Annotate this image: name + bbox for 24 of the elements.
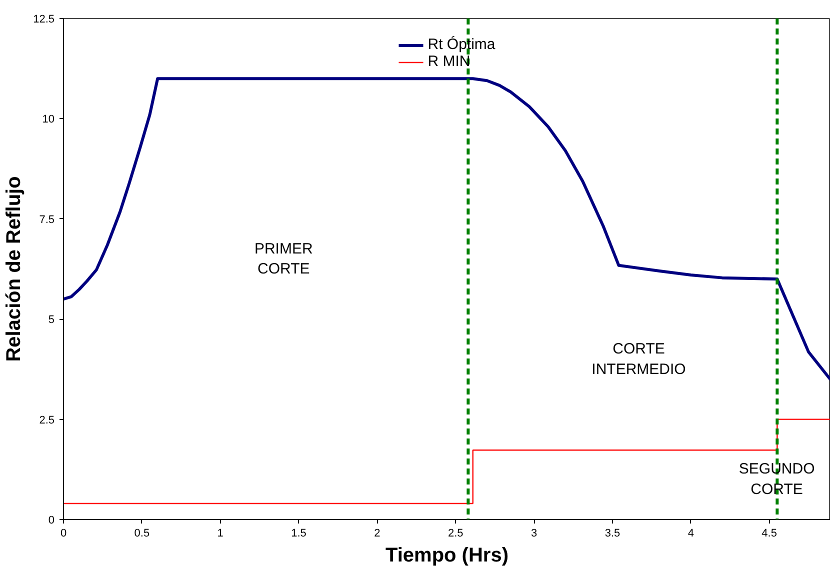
- annotation: PRIMER CORTE: [254, 240, 313, 278]
- line-series: [64, 77, 830, 382]
- x-tick-label: 2.5: [448, 528, 464, 540]
- x-tick-label: 4.5: [762, 528, 777, 540]
- y-axis-title: Relación de Reflujo: [3, 176, 26, 362]
- legend-label: R MIN: [428, 53, 470, 70]
- x-tick-label: 1: [217, 528, 224, 540]
- x-tick-label: 1.5: [291, 528, 306, 540]
- x-tick-label: 3: [530, 528, 538, 540]
- x-axis-title: Tiempo (Hrs): [386, 544, 508, 566]
- y-tick-label: 0: [48, 514, 55, 526]
- legend-label: Rt Óptima: [428, 36, 496, 53]
- y-tick-label: 7.5: [39, 214, 55, 226]
- y-tick-label: 12.5: [33, 14, 55, 26]
- x-tick-label: 2: [374, 528, 380, 540]
- y-tick-label: 10: [42, 114, 55, 126]
- y-tick-label: 5: [48, 314, 55, 326]
- annotation: CORTE INTERMEDIO: [592, 340, 686, 378]
- x-tick-label: 0: [60, 528, 67, 540]
- x-tick-label: 3.5: [604, 528, 620, 540]
- y-tick-label: 2.5: [39, 414, 55, 426]
- annotation: SEGUNDO CORTE: [738, 460, 815, 498]
- x-tick-label: 4: [688, 528, 694, 540]
- x-tick-label: 0.5: [134, 528, 150, 540]
